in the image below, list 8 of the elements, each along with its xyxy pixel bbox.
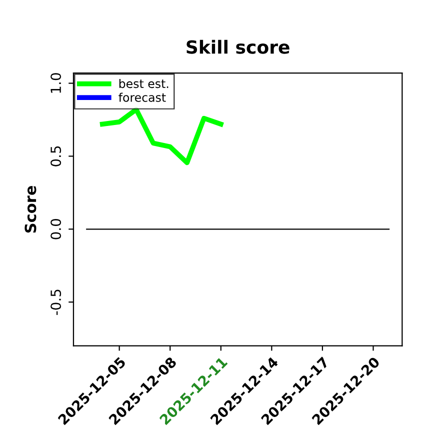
y-tick-label: 0.0 xyxy=(50,219,62,240)
chart-title: Skill score xyxy=(186,40,290,54)
y-axis-title: Score xyxy=(24,186,36,233)
y-tick-label: 1.0 xyxy=(50,73,62,93)
y-tick-label: 0.5 xyxy=(50,146,62,166)
legend-label: forecast xyxy=(118,92,166,102)
y-tick-label: -0.5 xyxy=(50,290,62,315)
legend-label: best est. xyxy=(119,78,168,88)
